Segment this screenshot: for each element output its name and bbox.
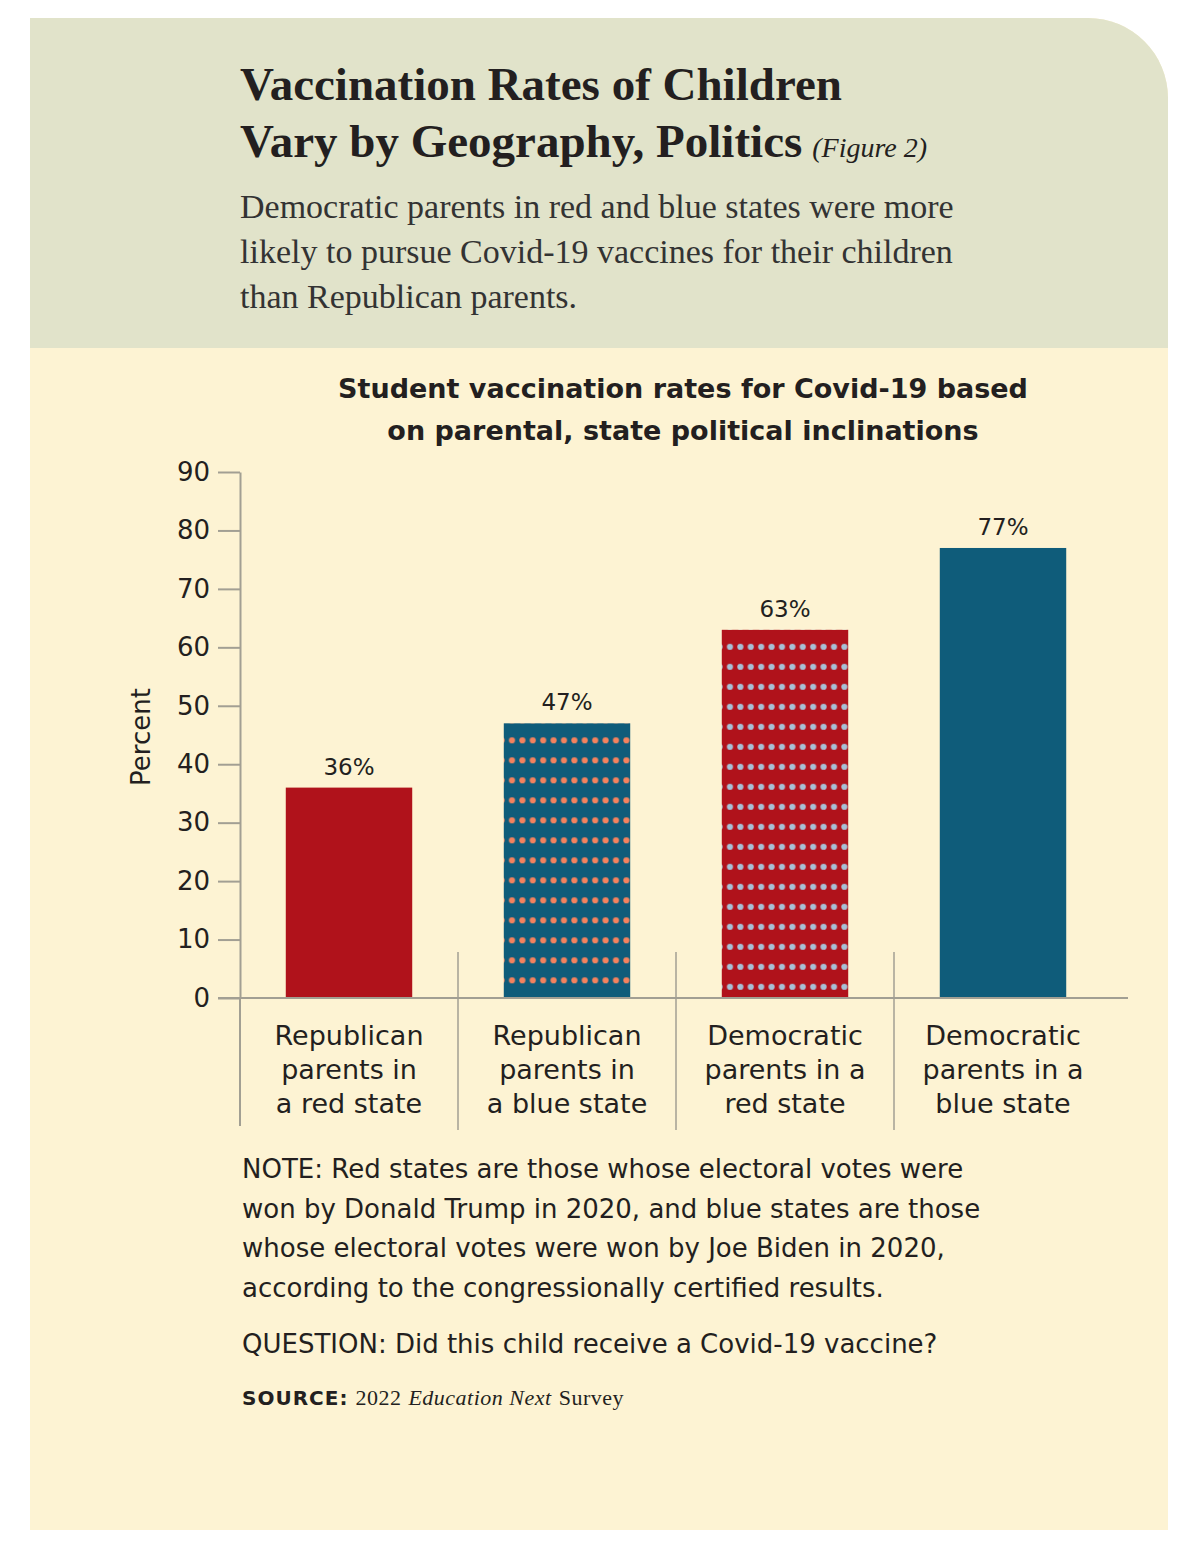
x-tick-label-line: blue state [935,1088,1070,1119]
y-tick-mark [218,530,240,532]
x-tick: Republicanparents ina blue state [487,1020,647,1119]
x-tick-label-line: parents in [281,1054,417,1085]
y-tick: 10 [177,924,240,954]
source-part: Survey [559,1385,624,1410]
note-line: QUESTION: Did this child receive a Covid… [242,1329,937,1359]
title: Vaccination Rates of ChildrenVary by Geo… [240,58,842,167]
bar [504,723,630,998]
data-label: 77% [977,514,1028,540]
chart-title-line: Student vaccination rates for Covid-19 b… [338,373,1028,404]
y-tick-mark [218,705,240,707]
x-tick-label-line: red state [724,1088,845,1119]
y-tick-label: 30 [177,807,210,837]
note-line: won by Donald Trump in 2020, and blue st… [242,1194,980,1224]
chart-title-line: on parental, state political inclination… [387,415,978,446]
bar [722,630,848,998]
subtitle-line: Democratic parents in red and blue state… [240,188,954,225]
subtitle: Democratic parents in red and blue state… [240,188,954,315]
figure-label: (Figure 2) [812,132,927,163]
x-axis: Republicanparents ina red stateRepublica… [218,998,1128,1119]
y-tick-label: 90 [177,457,210,487]
data-label: 63% [759,596,810,622]
note-line: NOTE: Red states are those whose elector… [242,1154,963,1184]
y-tick-label: 80 [177,515,210,545]
x-tick-label: Democraticparents in ared state [705,1020,866,1119]
y-tick: 70 [177,574,240,604]
note: QUESTION: Did this child receive a Covid… [242,1329,937,1359]
y-tick: 90 [177,457,240,487]
source: SOURCE: 2022Education Next Survey [242,1385,624,1410]
x-tick-label-line: Democratic [925,1020,1081,1051]
y-tick: 20 [177,866,240,896]
y-tick-label: 0 [193,983,210,1013]
y-tick-label: 10 [177,924,210,954]
y-tick-mark [218,822,240,824]
y-tick-label: 20 [177,866,210,896]
y-axis-label: Percent [126,688,156,786]
y-axis-line [240,473,242,999]
x-tick-label-line: parents in a [923,1054,1084,1085]
category-separator [675,952,677,1130]
x-tick-label-line: parents in [499,1054,635,1085]
y-tick-label: 40 [177,749,210,779]
category-separator [893,952,895,1130]
y-tick: 60 [177,632,240,662]
y-tick-label: 70 [177,574,210,604]
x-tick-label-line: parents in a [705,1054,866,1085]
source-part: 2022 [355,1385,401,1410]
x-tick-label: Republicanparents ina blue state [487,1020,647,1119]
x-tick-label-line: Democratic [707,1020,863,1051]
x-tick-label-line: a blue state [487,1088,647,1119]
bar [940,548,1066,998]
x-tick: Democraticparents in ablue state [923,1020,1084,1119]
data-label: 36% [323,754,374,780]
source-part: Education Next [407,1385,552,1410]
chart-title: Student vaccination rates for Covid-19 b… [338,373,1028,446]
y-tick: 40 [177,749,240,779]
y-tick: 30 [177,807,240,837]
x-axis-line [218,997,1128,999]
x-tick-label-line: a red state [276,1088,422,1119]
body-panel [30,18,1168,1530]
note-line: according to the congressionally certifi… [242,1273,884,1303]
y-tick-mark [218,647,240,649]
y-axis: 0 10 20 30 40 50 60 70 80 90 [177,457,241,1013]
source-part: SOURCE: [242,1386,348,1410]
y-tick-mark [218,764,240,766]
x-tick: Democraticparents in ared state [705,1020,866,1119]
subtitle-line: than Republican parents. [240,278,577,315]
y-tick-label: 50 [177,691,210,721]
x-tick-label-line: Republican [492,1020,641,1051]
x-tick-label-line: Republican [274,1020,423,1051]
data-label: 47% [541,689,592,715]
bars [286,548,1066,998]
figure: Vaccination Rates of ChildrenVary by Geo… [0,0,1200,1550]
y-tick-mark [218,939,240,941]
y-tick-mark [218,881,240,883]
data-labels: 36% 47% 63% 77% [323,514,1028,780]
axis-extension [239,998,241,1126]
x-tick: Republicanparents ina red state [274,1020,423,1119]
y-tick: 80 [177,515,240,545]
title-line: Vary by Geography, Politics [240,115,802,167]
x-tick-label: Democraticparents in ablue state [923,1020,1084,1119]
y-tick-mark [218,588,240,590]
y-tick-mark [218,472,240,474]
subtitle-line: likely to pursue Covid-19 vaccines for t… [240,233,953,270]
category-separator [457,952,459,1130]
x-tick-label: Republicanparents ina red state [274,1020,423,1119]
note: NOTE: Red states are those whose elector… [242,1154,980,1303]
y-tick-label: 60 [177,632,210,662]
y-tick: 50 [177,691,240,721]
bar [286,788,412,998]
header-panel [30,18,1168,348]
title-line: Vaccination Rates of Children [240,58,842,110]
note-line: whose electoral votes were won by Joe Bi… [242,1233,945,1263]
